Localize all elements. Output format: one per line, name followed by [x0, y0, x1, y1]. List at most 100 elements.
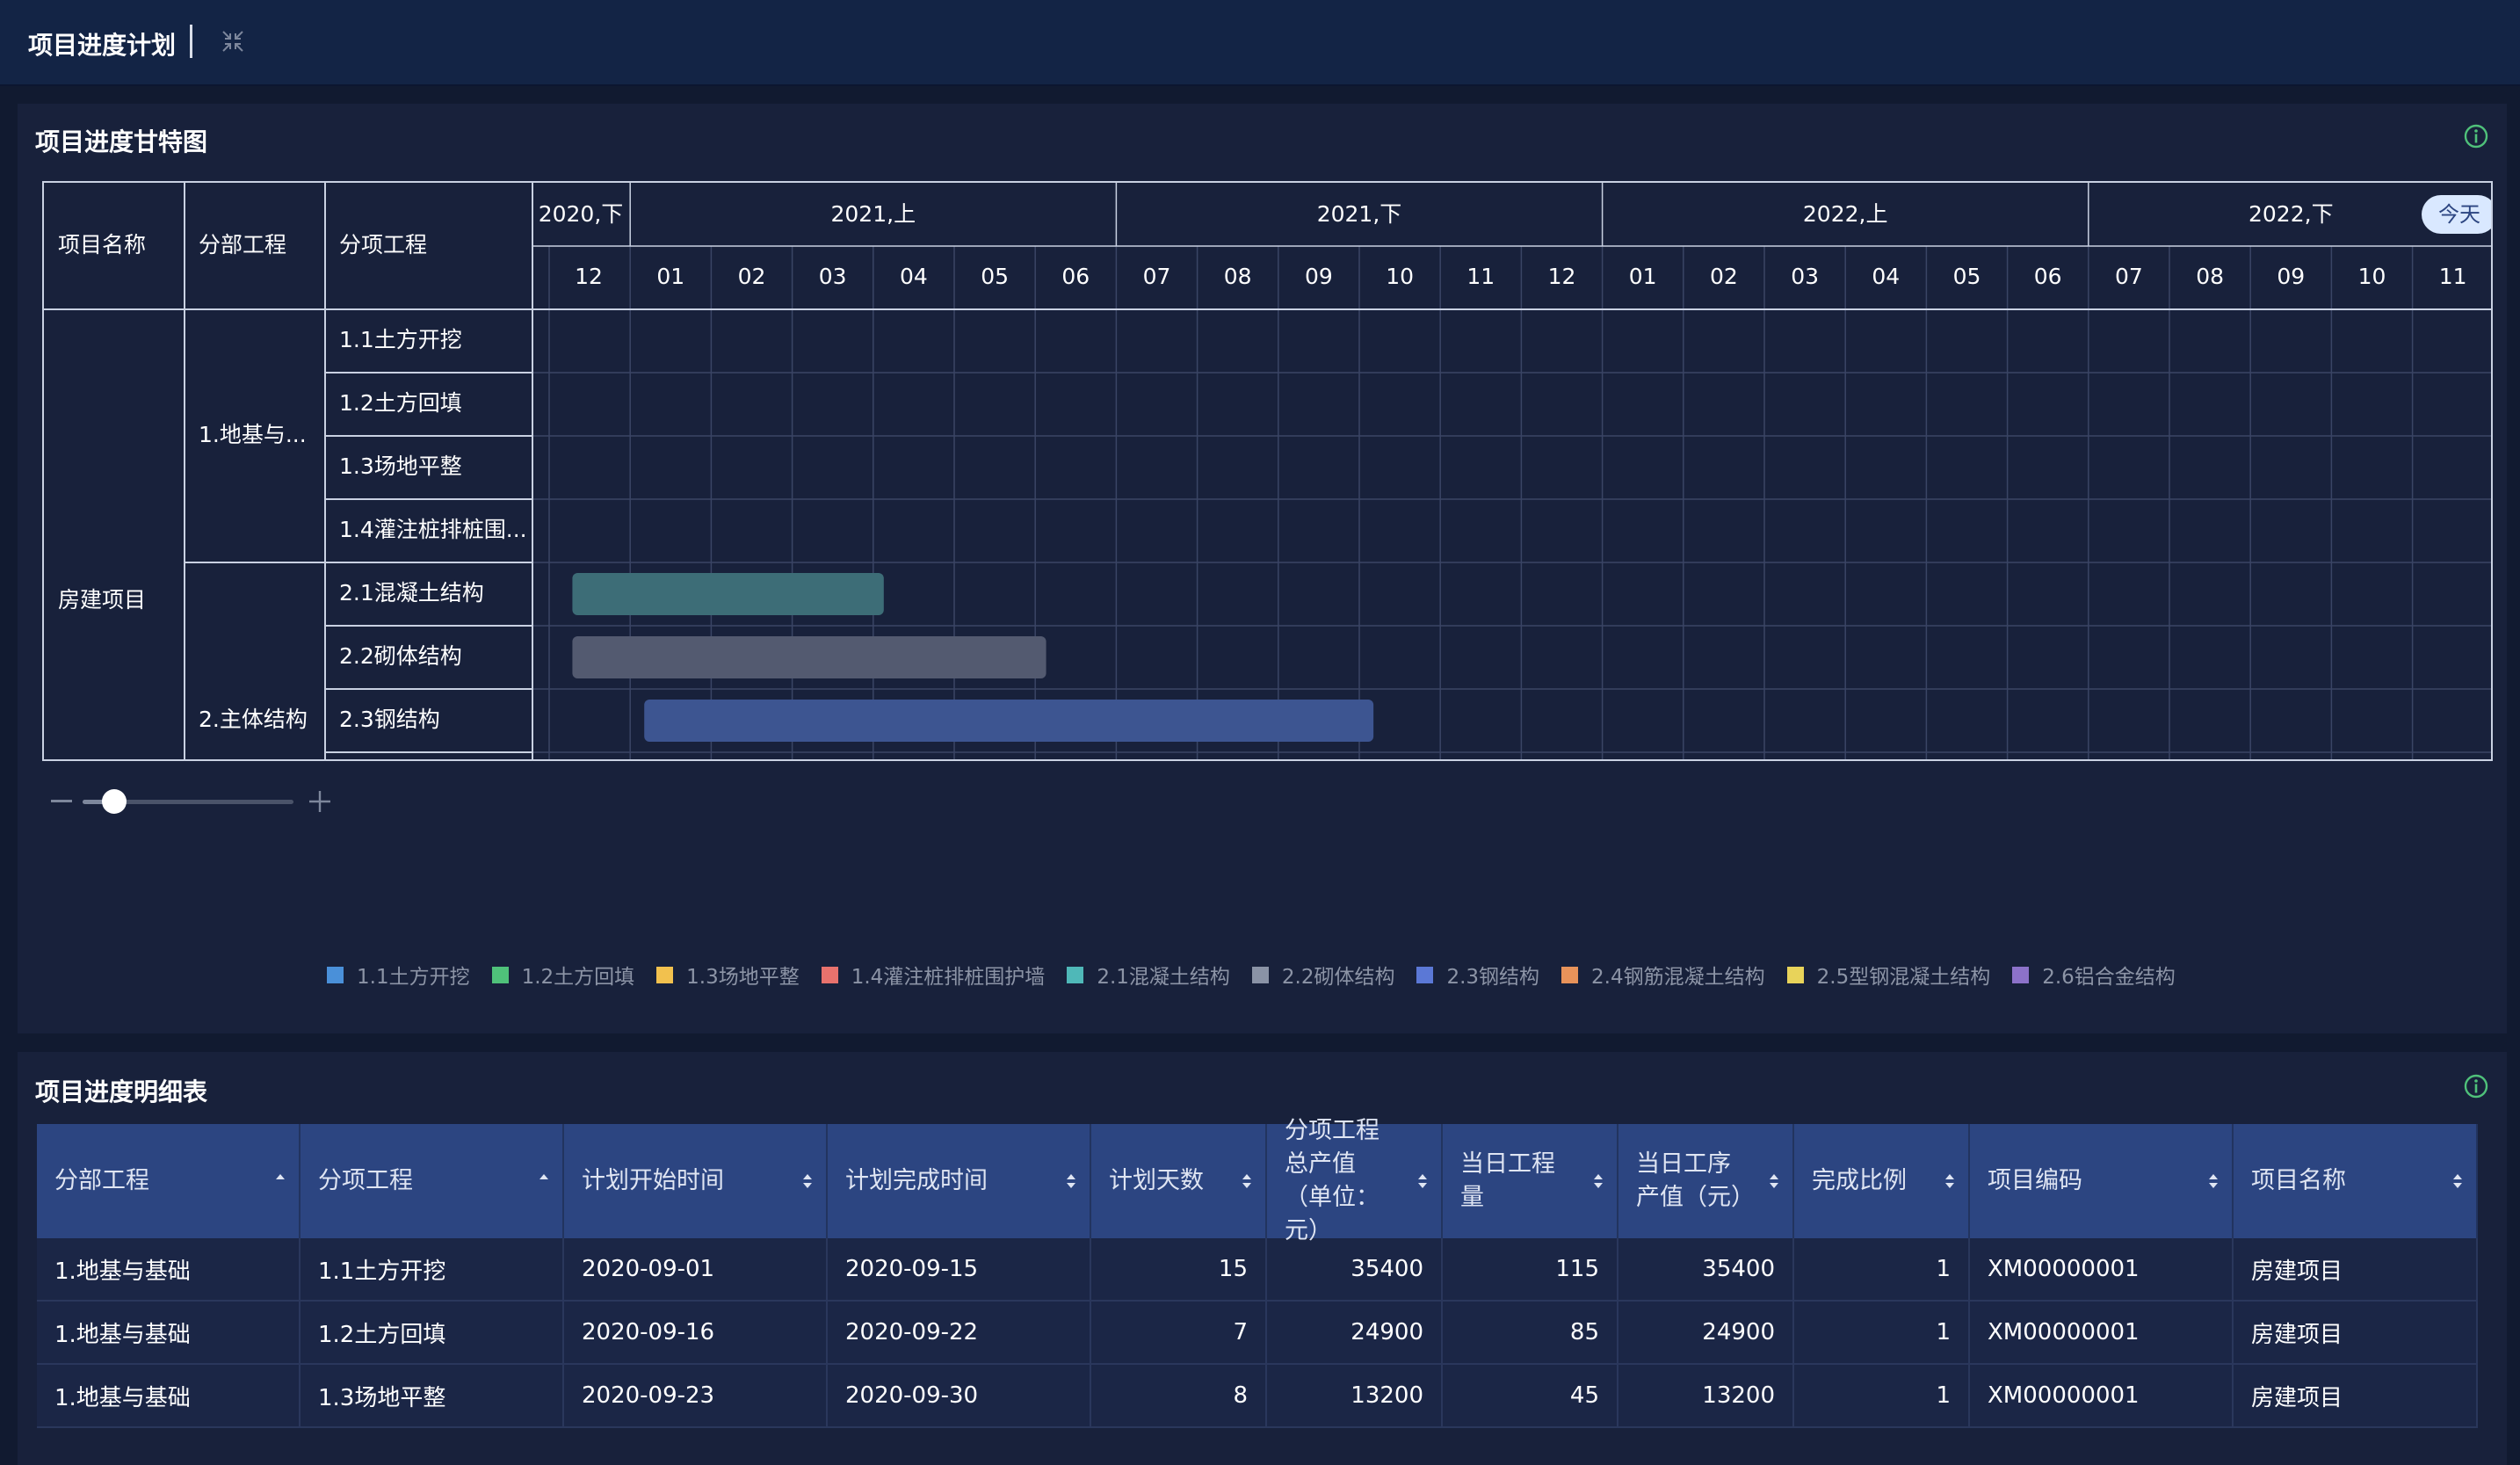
table-header-cell[interactable]: 当日工序产值（元）: [1618, 1124, 1794, 1238]
table-cell: 24900: [1618, 1302, 1794, 1363]
gantt-month-label: 07: [1143, 264, 1171, 289]
table-cell: 35400: [1618, 1238, 1794, 1300]
table-cell: 2020-09-30: [828, 1365, 1091, 1426]
item-name-cell: 2.2砌体结构: [339, 643, 462, 669]
info-icon[interactable]: [2463, 1073, 2489, 1099]
table-header-label: 当日工程量: [1460, 1150, 1555, 1211]
zoom-in-button[interactable]: [308, 789, 332, 814]
table-cell: 45: [1443, 1365, 1618, 1426]
gantt-legend: 1.1土方开挖 1.2土方回填 1.3场地平整 1.4灌注桩排桩围护墙 2.1混凝土结构…: [327, 961, 2198, 989]
table-header-cell[interactable]: 分部工程: [37, 1124, 301, 1238]
today-button-label: 今天: [2438, 202, 2480, 227]
item-name-cell: 1.4灌注桩排桩围...: [339, 517, 527, 542]
sort-icon[interactable]: [538, 1170, 550, 1193]
legend-item[interactable]: 2.6铝合金结构: [2012, 960, 2176, 990]
table-cell: 1.2土方回填: [301, 1302, 564, 1363]
legend-label: 1.4灌注桩排桩围护墙: [851, 966, 1046, 989]
gantt-month-label: 08: [1224, 264, 1252, 289]
item-name-cell: 1.1土方开挖: [339, 327, 462, 352]
item-name-cell: 1.3场地平整: [339, 453, 462, 479]
table-header-label: 完成比例: [1812, 1167, 1907, 1194]
sort-icon[interactable]: [2207, 1170, 2219, 1193]
gantt-bar[interactable]: [644, 700, 1374, 742]
table-cell: 13200: [1618, 1365, 1794, 1426]
table-header-cell[interactable]: 当日工程量: [1443, 1124, 1618, 1238]
table-cell: 8: [1091, 1365, 1267, 1426]
gantt-month-label: 12: [575, 264, 603, 289]
gantt-bar[interactable]: [572, 573, 884, 615]
app-title: 项目进度计划: [28, 31, 177, 60]
table-cell: 1.地基与基础: [37, 1302, 301, 1363]
gantt-month-label: 08: [2196, 264, 2224, 289]
gantt-month-label: 04: [1872, 264, 1900, 289]
table-cell: 85: [1443, 1302, 1618, 1363]
table-cell: 13200: [1267, 1365, 1443, 1426]
today-button[interactable]: [2422, 195, 2491, 234]
gantt-month-label: 04: [900, 264, 928, 289]
legend-swatch: [2012, 966, 2030, 983]
table-row[interactable]: 1.地基与基础 1.1土方开挖 2020-09-01 2020-09-15 15 3540…: [37, 1238, 2478, 1302]
gantt-month-label: 10: [1386, 264, 1414, 289]
legend-label: 2.6铝合金结构: [2042, 966, 2176, 989]
legend-item[interactable]: 1.1土方开挖: [327, 960, 470, 990]
gantt-period-label: 2021,上: [831, 201, 916, 227]
table-header-cell[interactable]: 项目编码: [1970, 1124, 2234, 1238]
table-header-cell[interactable]: 计划完成时间: [828, 1124, 1091, 1238]
table-header-cell[interactable]: 分项工程总产值（单位：元）: [1267, 1117, 1443, 1244]
zoom-slider-track[interactable]: [83, 800, 293, 804]
legend-label: 2.5型钢混凝土结构: [1816, 966, 1991, 989]
table-header-row: 分部工程 分项工程 计划开始时间 计划完成时间 计划天数 分项工程总产值（单位：元） 当日工…: [37, 1117, 2478, 1244]
table-cell: 2020-09-16: [564, 1302, 828, 1363]
table-cell: 1: [1794, 1302, 1970, 1363]
legend-item[interactable]: 2.4钢筋混凝土结构: [1561, 960, 1765, 990]
sort-icon[interactable]: [1944, 1170, 1956, 1193]
sort-icon[interactable]: [1768, 1170, 1780, 1193]
legend-item[interactable]: 1.3场地平整: [656, 960, 800, 990]
gantt-column-header: 分项工程: [339, 232, 427, 257]
legend-item[interactable]: 2.5型钢混凝土结构: [1786, 960, 1991, 990]
sort-icon[interactable]: [801, 1170, 814, 1193]
zoom-slider-thumb[interactable]: [102, 789, 127, 814]
gantt-month-label: 01: [656, 264, 684, 289]
table-header-cell[interactable]: 计划天数: [1091, 1124, 1267, 1238]
gantt-month-label: 03: [1791, 264, 1819, 289]
table-cell: 24900: [1267, 1302, 1443, 1363]
sort-icon[interactable]: [1416, 1170, 1429, 1193]
sort-icon[interactable]: [274, 1170, 286, 1193]
table-cell: 1.1土方开挖: [301, 1238, 564, 1300]
gantt-month-label: 05: [1953, 264, 1981, 289]
legend-item[interactable]: 2.3钢结构: [1416, 960, 1539, 990]
gantt-bar[interactable]: [572, 636, 1046, 678]
sort-icon[interactable]: [1241, 1170, 1253, 1193]
table-cell: 房建项目: [2234, 1238, 2478, 1300]
table-header-cell[interactable]: 分项工程: [301, 1124, 564, 1238]
legend-item[interactable]: 2.1混凝土结构: [1067, 960, 1230, 990]
gantt-period-label: 2022,下: [2248, 201, 2334, 227]
legend-item[interactable]: 2.2砌体结构: [1251, 960, 1394, 990]
legend-item[interactable]: 1.4灌注桩排桩围护墙: [821, 960, 1046, 990]
zoom-out-button[interactable]: [51, 800, 72, 802]
gantt-panel: 项目进度甘特图 项目名称 分部工程 分项工程 2020,下 2021,上 2021,下 20…: [18, 104, 2507, 1033]
table-row[interactable]: 1.地基与基础 1.2土方回填 2020-09-16 2020-09-22 7 24900…: [37, 1302, 2478, 1365]
table-cell: 房建项目: [2234, 1302, 2478, 1363]
table-cell: 2020-09-22: [828, 1302, 1091, 1363]
info-icon[interactable]: [2463, 123, 2489, 149]
gantt-month-label: 11: [2439, 264, 2467, 289]
legend-label: 1.2土方回填: [521, 966, 635, 989]
table-header-cell[interactable]: 计划开始时间: [564, 1124, 828, 1238]
sort-icon[interactable]: [2451, 1170, 2464, 1193]
legend-item[interactable]: 1.2土方回填: [491, 960, 635, 990]
division-name-cell: 2.主体结构: [199, 707, 308, 732]
table-header-cell[interactable]: 项目名称: [2234, 1124, 2478, 1238]
legend-swatch: [327, 966, 344, 983]
gantt-month-label: 07: [2115, 264, 2143, 289]
legend-label: 1.1土方开挖: [357, 966, 470, 989]
table-header-label: 项目编码: [1988, 1167, 2082, 1194]
gantt-period-label: 2021,下: [1317, 201, 1402, 227]
table-header-cell[interactable]: 完成比例: [1794, 1124, 1970, 1238]
sort-icon[interactable]: [1065, 1170, 1077, 1193]
table-row[interactable]: 1.地基与基础 1.3场地平整 2020-09-23 2020-09-30 8 13200…: [37, 1365, 2478, 1428]
table-cell: 15: [1091, 1238, 1267, 1300]
sort-icon[interactable]: [1592, 1170, 1604, 1193]
collapse-icon[interactable]: [220, 28, 246, 54]
